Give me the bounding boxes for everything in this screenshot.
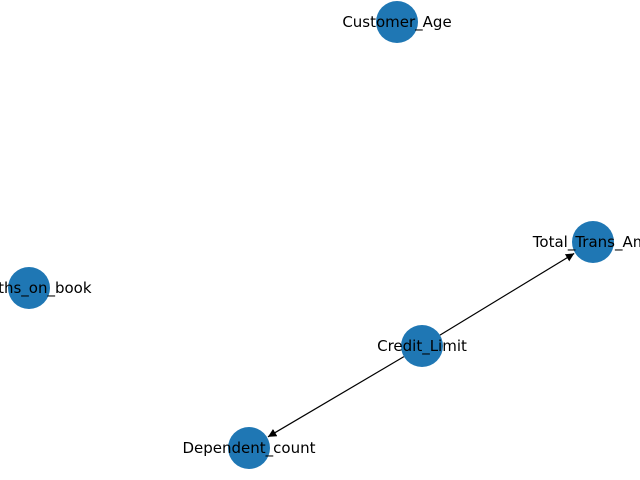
- node-total-trans-amt: Total_Trans_Amt: [532, 221, 640, 263]
- node-label: Customer_Age: [342, 13, 451, 32]
- node-circle: [401, 325, 443, 367]
- edge-credit-limit-to-dependent-count: [267, 356, 405, 438]
- node-label: Total_Trans_Amt: [532, 233, 640, 252]
- node-circle: [376, 1, 418, 43]
- node-circle: [228, 427, 270, 469]
- nodes-layer: Customer_Age Total_Trans_Amt Months_on_boo…: [0, 1, 640, 469]
- node-label: Dependent_count: [183, 439, 316, 458]
- node-circle: [8, 267, 50, 309]
- node-label: Months_on_book: [0, 279, 92, 298]
- node-dependent-count: Dependent_count: [183, 427, 316, 469]
- node-label: Credit_Limit: [377, 337, 467, 356]
- node-credit-limit: Credit_Limit: [377, 325, 467, 367]
- node-circle: [572, 221, 614, 263]
- edges-layer: [267, 252, 575, 438]
- node-months-on-book: Months_on_book: [0, 267, 92, 309]
- node-customer-age: Customer_Age: [342, 1, 452, 43]
- edge-credit-limit-to-total-trans-amt: [439, 252, 575, 336]
